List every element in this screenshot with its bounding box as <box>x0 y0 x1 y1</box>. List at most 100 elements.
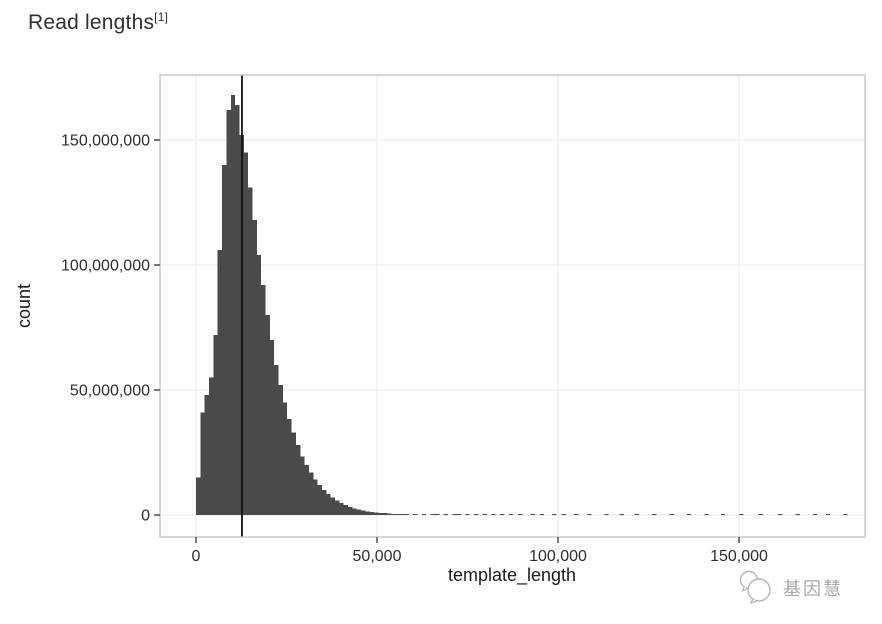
histogram-bar <box>586 514 592 515</box>
histogram-bar <box>465 514 470 515</box>
histogram-bar <box>395 513 401 515</box>
histogram-bar <box>356 509 362 515</box>
histogram-bar <box>230 95 236 515</box>
histogram-bar <box>196 477 201 515</box>
histogram-bar <box>378 512 383 515</box>
histogram-bar <box>604 514 609 515</box>
histogram-bar <box>843 514 848 515</box>
histogram-bar <box>552 514 557 515</box>
histogram-bar <box>235 105 240 515</box>
histogram-bar <box>669 514 674 515</box>
histogram-bar <box>720 514 726 515</box>
histogram-bar <box>500 514 505 515</box>
y-tick-label: 150,000,000 <box>61 133 150 150</box>
histogram-bar <box>561 514 566 515</box>
y-tick-label: 50,000,000 <box>70 383 150 400</box>
histogram-bar <box>387 513 392 515</box>
histogram-bar <box>291 432 296 515</box>
histogram-bar <box>652 514 657 515</box>
histogram-bar <box>300 456 305 515</box>
histogram-bar <box>530 514 535 515</box>
histogram-bar <box>361 510 366 515</box>
chart-title-superscript: [1] <box>154 10 169 24</box>
y-axis-title: count <box>14 284 34 328</box>
histogram-bar <box>226 110 231 515</box>
histogram-bar <box>295 445 301 515</box>
histogram-bar <box>339 503 344 515</box>
histogram-bar <box>456 514 461 515</box>
histogram-bar <box>274 365 279 515</box>
histogram-bar <box>778 514 783 515</box>
watermark: 基因慧 <box>736 566 843 610</box>
histogram-bar <box>812 514 818 515</box>
histogram-bar <box>758 514 763 515</box>
histogram-bar <box>413 514 418 515</box>
x-tick-label: 100,000 <box>529 548 587 565</box>
histogram-bar <box>704 514 709 515</box>
histogram-bar <box>204 395 210 515</box>
histogram-bar <box>619 514 624 515</box>
chart-title: Read lengths[1] <box>28 10 168 35</box>
histogram-bar <box>304 465 309 515</box>
histogram-bar <box>217 250 223 515</box>
histogram-bar <box>330 497 335 515</box>
histogram-bar <box>335 500 340 515</box>
histogram-bar <box>352 508 357 515</box>
x-tick-label: 50,000 <box>353 548 402 565</box>
histogram-bar <box>482 514 488 515</box>
histogram-bar <box>265 315 270 515</box>
histogram-bar <box>369 511 375 516</box>
histogram-bar <box>382 513 388 515</box>
y-tick-label: 0 <box>141 508 150 525</box>
histogram-bar <box>430 514 435 515</box>
histogram-bar <box>634 514 640 515</box>
histogram-bar <box>508 514 514 515</box>
y-tick-label: 100,000,000 <box>61 258 150 275</box>
histogram-bar <box>321 490 327 515</box>
histogram-bar <box>348 506 353 515</box>
histogram-bar <box>404 514 409 515</box>
histogram-bar <box>374 512 379 516</box>
double-bubble-logo-icon <box>739 570 771 604</box>
histogram-bar <box>308 472 314 515</box>
histogram-bar <box>213 335 218 515</box>
axis-ticks <box>154 139 740 543</box>
histogram-bar <box>256 255 262 515</box>
histogram-bar <box>209 377 214 515</box>
histogram-bar <box>252 220 257 515</box>
histogram-bar <box>434 514 440 515</box>
histogram-bar <box>452 514 457 515</box>
histogram-bar <box>261 285 266 515</box>
histogram-bar <box>326 494 331 515</box>
histogram-bar <box>243 152 249 515</box>
histogram-bar <box>200 412 205 515</box>
histogram-bar <box>282 402 288 515</box>
chart-title-text: Read lengths <box>28 11 155 34</box>
axis-tick-labels: 0 50,000 100,000 150,000 0 50,000,000 100,000,… <box>61 133 768 566</box>
histogram-bar <box>739 514 744 515</box>
histogram-bar <box>474 514 479 515</box>
histogram-bar <box>391 513 396 515</box>
histogram-bar <box>278 385 283 515</box>
histogram-bar <box>686 514 692 515</box>
histogram-bar <box>825 514 831 515</box>
watermark-text: 基因慧 <box>783 579 843 599</box>
histogram-bar <box>491 514 496 515</box>
histogram-bar <box>317 485 322 515</box>
x-tick-label: 150,000 <box>710 548 768 565</box>
histogram-bar <box>313 479 318 515</box>
histogram-bar <box>421 514 427 515</box>
histogram-bars <box>196 95 848 516</box>
histogram-bar <box>287 418 292 515</box>
histogram-bar <box>573 514 579 515</box>
histogram-bar <box>518 514 523 515</box>
panel-border <box>159 74 866 538</box>
histogram-bar <box>365 511 370 515</box>
histogram-bar <box>795 514 800 515</box>
x-axis-title: template_length <box>448 565 576 586</box>
histogram-bar <box>222 165 227 515</box>
histogram-bar <box>343 505 349 515</box>
histogram-bar <box>248 187 253 515</box>
